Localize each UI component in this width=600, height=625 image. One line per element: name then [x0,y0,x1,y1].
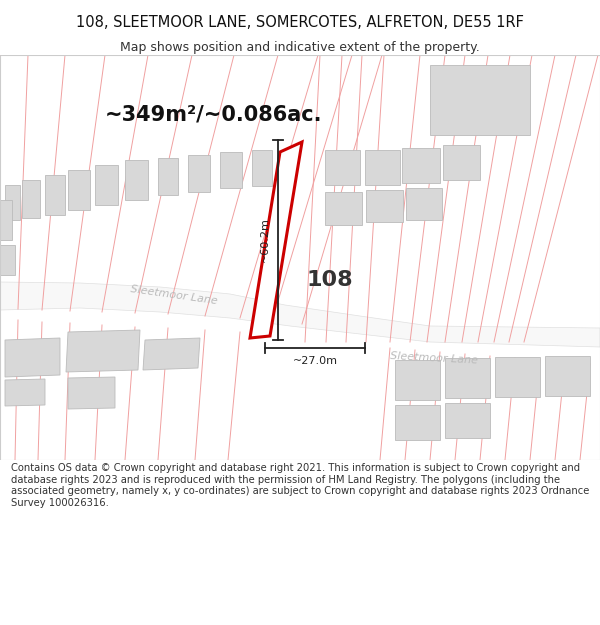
Polygon shape [220,152,242,188]
Polygon shape [325,150,360,185]
Polygon shape [495,357,540,397]
Text: Contains OS data © Crown copyright and database right 2021. This information is : Contains OS data © Crown copyright and d… [11,463,589,508]
Polygon shape [402,148,440,183]
Polygon shape [188,155,210,192]
Polygon shape [45,175,65,215]
Polygon shape [395,360,440,400]
Polygon shape [445,403,490,438]
Polygon shape [252,150,272,186]
Text: Sleetmoor Lane: Sleetmoor Lane [390,351,478,365]
Polygon shape [250,142,302,338]
Polygon shape [95,165,118,205]
Text: ~60.2m: ~60.2m [260,217,270,262]
Polygon shape [68,170,90,210]
Polygon shape [445,358,490,398]
Polygon shape [406,188,442,220]
Polygon shape [5,338,60,377]
Polygon shape [325,192,362,225]
Polygon shape [0,282,600,347]
Polygon shape [0,200,12,240]
Polygon shape [365,150,400,185]
Polygon shape [68,377,115,409]
Polygon shape [143,338,200,370]
Text: ~27.0m: ~27.0m [293,356,337,366]
Text: 108: 108 [307,270,353,290]
Polygon shape [5,185,20,220]
Text: ~349m²/~0.086ac.: ~349m²/~0.086ac. [105,105,323,125]
Polygon shape [0,245,15,275]
Polygon shape [443,145,480,180]
Polygon shape [395,405,440,440]
Text: 108, SLEETMOOR LANE, SOMERCOTES, ALFRETON, DE55 1RF: 108, SLEETMOOR LANE, SOMERCOTES, ALFRETO… [76,16,524,31]
Polygon shape [366,190,403,222]
Polygon shape [430,65,530,135]
Polygon shape [22,180,40,218]
Polygon shape [125,160,148,200]
Polygon shape [158,158,178,195]
Text: Sleetmoor Lane: Sleetmoor Lane [130,284,218,306]
Polygon shape [5,379,45,406]
Polygon shape [545,356,590,396]
Polygon shape [66,330,140,372]
Text: Map shows position and indicative extent of the property.: Map shows position and indicative extent… [120,41,480,54]
